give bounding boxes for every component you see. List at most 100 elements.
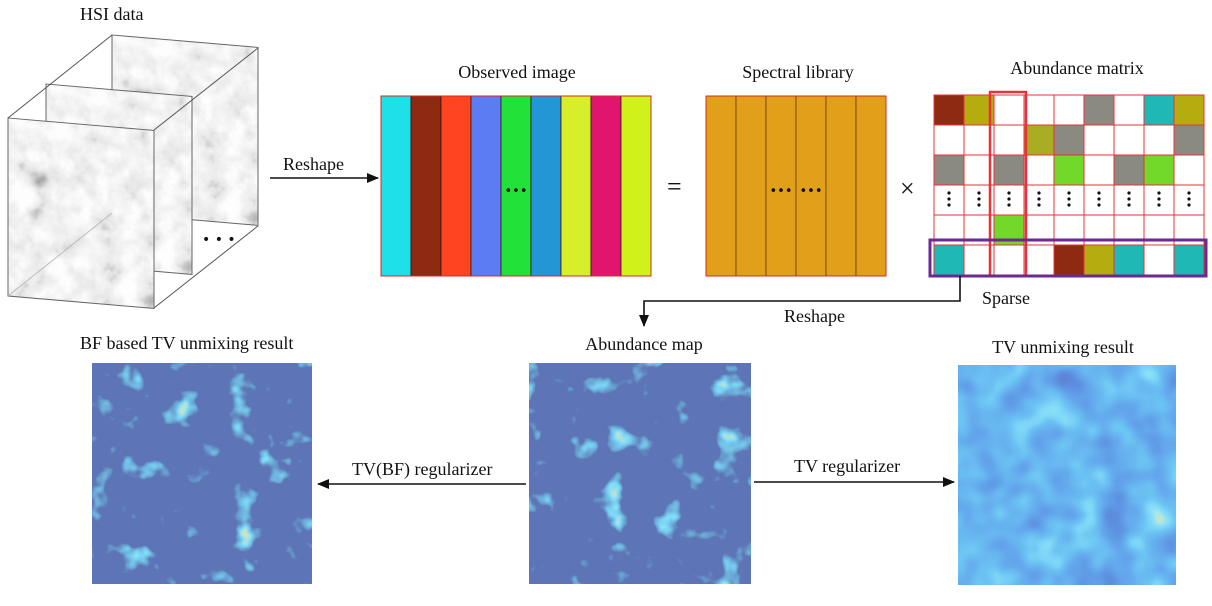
abundance-vertical-ellipsis-dot	[1067, 197, 1071, 201]
library-column	[855, 95, 887, 277]
observed-image-matrix: •••	[380, 95, 652, 277]
abundance-vertical-ellipsis-dot	[1187, 197, 1191, 201]
abundance-cell	[1173, 244, 1205, 276]
abundance-vertical-ellipsis-dot	[1187, 191, 1191, 195]
spectral-library-label: Spectral library	[742, 62, 854, 82]
library-column	[825, 95, 857, 277]
abundance-cell	[1113, 154, 1145, 186]
abundance-cell	[1083, 184, 1115, 216]
abundance-vertical-ellipsis-dot	[1157, 203, 1161, 207]
abundance-vertical-ellipsis-dot	[1037, 197, 1041, 201]
abundance-cell	[1173, 154, 1205, 186]
library-ellipsis: •••	[769, 184, 792, 199]
abundance-cell	[993, 244, 1025, 276]
spectral-library-matrix: ••• •••	[705, 95, 887, 277]
abundance-cell	[1113, 124, 1145, 156]
tvbf-regularizer-label: TV(BF) regularizer	[352, 459, 493, 479]
abundance-cell	[1053, 94, 1085, 126]
library-column	[705, 95, 737, 277]
abundance-vertical-ellipsis-dot	[1127, 197, 1131, 201]
abundance-matrix-label: Abundance matrix	[1010, 58, 1144, 78]
abundance-vertical-ellipsis-dot	[1127, 191, 1131, 195]
observed-band	[620, 95, 652, 277]
abundance-vertical-ellipsis-dot	[1097, 191, 1101, 195]
sparse-row-highlight	[928, 238, 1208, 278]
abundance-cell	[933, 244, 965, 276]
abundance-cell	[1053, 154, 1085, 186]
abundance-cell	[933, 94, 965, 126]
abundance-vertical-ellipsis-dot	[1097, 197, 1101, 201]
abundance-vertical-ellipsis-dot	[1097, 203, 1101, 207]
times-sign: ×	[900, 174, 915, 203]
library-column	[735, 95, 767, 277]
abundance-vertical-ellipsis-dot	[977, 203, 981, 207]
abundance-vertical-ellipsis-dot	[977, 197, 981, 201]
library-ellipsis: •••	[799, 184, 822, 199]
bf-result-map	[92, 363, 312, 584]
hsi-cube: • • •	[7, 34, 259, 309]
observed-band	[440, 95, 472, 277]
abundance-cell	[933, 124, 965, 156]
abundance-vertical-ellipsis-dot	[947, 197, 951, 201]
abundance-vertical-ellipsis-dot	[1007, 203, 1011, 207]
abundance-map-label: Abundance map	[585, 334, 703, 354]
abundance-cell	[1023, 94, 1055, 126]
observed-image-label: Observed image	[458, 62, 576, 82]
abundance-cell	[1143, 94, 1175, 126]
abundance-cell	[1143, 154, 1175, 186]
abundance-cell	[1143, 244, 1175, 276]
abundance-cell	[1083, 154, 1115, 186]
abundance-cell	[1023, 124, 1055, 156]
abundance-cell	[1173, 94, 1205, 126]
abundance-vertical-ellipsis-dot	[1127, 203, 1131, 207]
reshape-arrow-bottom	[639, 276, 961, 327]
tv-result-map	[958, 365, 1176, 585]
abundance-cell	[1083, 124, 1115, 156]
equals-sign: =	[667, 172, 682, 201]
abundance-cell	[1113, 94, 1145, 126]
abundance-cell	[1023, 154, 1055, 186]
abundance-cell	[993, 94, 1025, 126]
abundance-cell	[1053, 244, 1085, 276]
tv-result-label: TV unmixing result	[992, 337, 1134, 357]
abundance-vertical-ellipsis-dot	[1007, 197, 1011, 201]
abundance-cell	[1143, 124, 1175, 156]
reshape-bottom-label: Reshape	[784, 306, 845, 326]
abundance-cell	[1173, 124, 1205, 156]
bf-result-label: BF based TV unmixing result	[80, 333, 294, 353]
abundance-vertical-ellipsis-dot	[947, 203, 951, 207]
library-column	[795, 95, 827, 277]
abundance-cell	[933, 154, 965, 186]
abundance-cell	[1083, 244, 1115, 276]
observed-band	[380, 95, 412, 277]
hsi-ellipsis: • • •	[202, 232, 236, 248]
hsi-data-label: HSI data	[80, 4, 144, 24]
abundance-vertical-ellipsis-dot	[1037, 191, 1041, 195]
abundance-vertical-ellipsis-dot	[1007, 191, 1011, 195]
abundance-cell	[1083, 94, 1115, 126]
abundance-cell	[1113, 244, 1145, 276]
observed-ellipsis: •••	[504, 184, 527, 199]
abundance-vertical-ellipsis-dot	[977, 191, 981, 195]
abundance-matrix-grid	[933, 94, 1205, 276]
abundance-vertical-ellipsis-dot	[1037, 203, 1041, 207]
abundance-cell	[993, 154, 1025, 186]
abundance-map-image	[529, 363, 751, 584]
abundance-vertical-ellipsis-dot	[1157, 191, 1161, 195]
abundance-vertical-ellipsis-dot	[1157, 197, 1161, 201]
observed-band	[590, 95, 622, 277]
sparse-label: Sparse	[982, 288, 1030, 308]
reshape-top-label: Reshape	[283, 154, 344, 174]
abundance-vertical-ellipsis-dot	[1187, 203, 1191, 207]
abundance-cell	[1053, 124, 1085, 156]
observed-band	[560, 95, 592, 277]
abundance-vertical-ellipsis-dot	[1067, 191, 1071, 195]
observed-band	[410, 95, 442, 277]
tv-regularizer-label: TV regularizer	[794, 456, 901, 476]
abundance-cell	[993, 124, 1025, 156]
abundance-vertical-ellipsis-dot	[1067, 203, 1071, 207]
abundance-vertical-ellipsis-dot	[947, 191, 951, 195]
observed-band	[530, 95, 562, 277]
abundance-cell	[1023, 244, 1055, 276]
